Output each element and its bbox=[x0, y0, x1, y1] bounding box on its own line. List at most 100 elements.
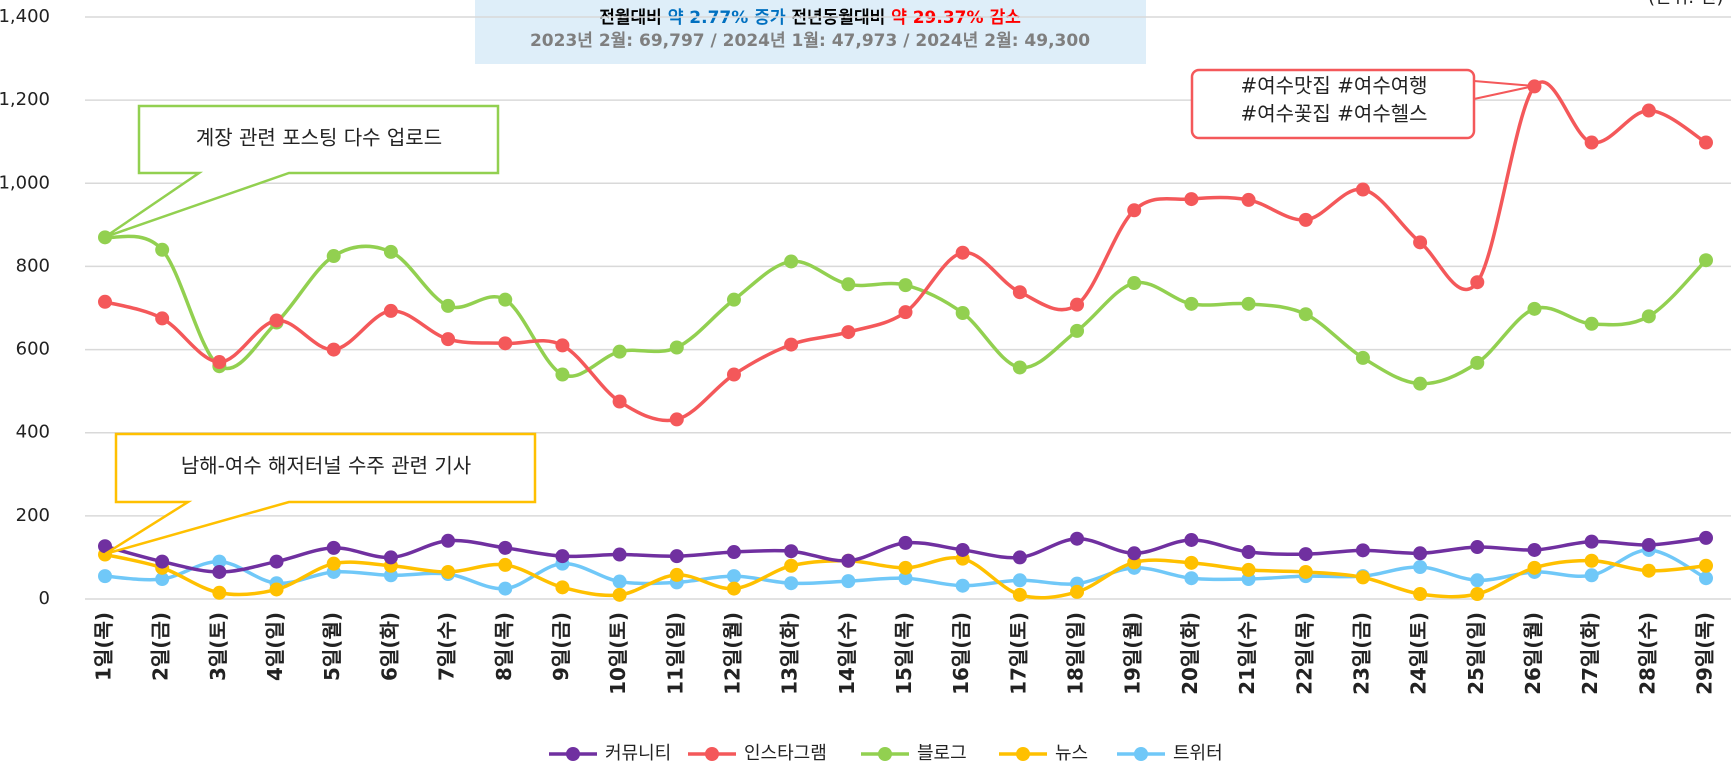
x-tick-label: 1일(목) bbox=[92, 612, 116, 681]
data-point bbox=[955, 578, 970, 593]
data-point bbox=[441, 298, 456, 313]
y-tick-label: 800 bbox=[16, 255, 50, 276]
data-point bbox=[784, 558, 799, 573]
data-point bbox=[898, 305, 913, 320]
data-point bbox=[1355, 570, 1370, 585]
header-line: 전월대비 약 2.77% 증가 전년동월대비 약 29.37% 감소 bbox=[599, 7, 1021, 28]
data-point bbox=[726, 581, 741, 596]
data-point bbox=[212, 554, 227, 569]
legend-swatch bbox=[878, 747, 892, 761]
y-tick-label: 0 bbox=[39, 588, 50, 609]
data-point bbox=[1012, 285, 1027, 300]
data-point bbox=[1298, 564, 1313, 579]
data-point bbox=[326, 540, 341, 555]
x-tick-label: 5일(월) bbox=[320, 612, 344, 681]
x-tick-label: 27일(화) bbox=[1578, 612, 1602, 695]
data-point bbox=[612, 587, 627, 602]
data-point bbox=[555, 549, 570, 564]
data-point bbox=[1470, 540, 1485, 555]
data-point bbox=[669, 549, 684, 564]
data-point bbox=[98, 539, 112, 554]
y-tick-label: 200 bbox=[16, 505, 50, 526]
legend-label: 트위터 bbox=[1173, 743, 1223, 764]
data-point bbox=[498, 336, 513, 351]
data-point bbox=[841, 553, 856, 568]
series-line bbox=[104, 234, 1708, 386]
data-point bbox=[1184, 555, 1199, 570]
data-point bbox=[1413, 235, 1428, 250]
x-tick-label: 15일(목) bbox=[892, 612, 916, 695]
x-tick-label: 22일(목) bbox=[1292, 612, 1316, 695]
data-point bbox=[1413, 587, 1428, 602]
data-point bbox=[1584, 534, 1599, 549]
data-point bbox=[726, 292, 741, 307]
data-point bbox=[383, 303, 398, 318]
data-point bbox=[669, 340, 684, 355]
data-point bbox=[955, 542, 970, 557]
data-point bbox=[1012, 550, 1027, 565]
data-point bbox=[441, 533, 456, 548]
data-point bbox=[1699, 253, 1713, 268]
data-point bbox=[1070, 323, 1085, 338]
data-point bbox=[726, 569, 741, 584]
data-point bbox=[841, 277, 856, 292]
data-point bbox=[1470, 275, 1485, 290]
data-point bbox=[1584, 568, 1599, 583]
data-point bbox=[555, 338, 570, 353]
data-point bbox=[1241, 545, 1256, 560]
data-point bbox=[1413, 376, 1428, 391]
x-tick-label: 8일(목) bbox=[492, 612, 516, 681]
data-point bbox=[669, 567, 684, 582]
y-tick-label: 400 bbox=[16, 422, 50, 443]
data-point bbox=[1527, 560, 1542, 575]
unit-note: (단위: 건) bbox=[1648, 0, 1724, 8]
x-tick-label: 19일(월) bbox=[1121, 612, 1145, 695]
data-point bbox=[1470, 587, 1485, 602]
y-tick-label: 1,200 bbox=[0, 89, 50, 110]
data-point bbox=[155, 554, 170, 569]
legend-label: 인스타그램 bbox=[744, 743, 827, 764]
data-point bbox=[1184, 296, 1199, 311]
data-point bbox=[383, 244, 398, 259]
data-point bbox=[612, 574, 627, 589]
x-tick-label: 10일(토) bbox=[606, 612, 630, 695]
data-point bbox=[1070, 584, 1085, 599]
data-point bbox=[669, 412, 684, 427]
data-point bbox=[898, 571, 913, 586]
data-point bbox=[498, 557, 513, 572]
data-point bbox=[1527, 542, 1542, 557]
x-tick-label: 9일(금) bbox=[549, 612, 573, 681]
data-point bbox=[841, 574, 856, 589]
data-point bbox=[1241, 192, 1256, 207]
annotation: #여수맛집 #여수여행 bbox=[1240, 74, 1427, 98]
x-tick-label: 16일(금) bbox=[949, 612, 973, 695]
annotation: 계장 관련 포스팅 다수 업로드 bbox=[196, 126, 442, 150]
y-tick-label: 1,000 bbox=[0, 172, 50, 193]
header-box bbox=[475, 0, 1146, 64]
data-point bbox=[326, 556, 341, 571]
data-point bbox=[1527, 301, 1542, 316]
data-point bbox=[155, 572, 170, 587]
data-point bbox=[1355, 350, 1370, 365]
data-point bbox=[1584, 316, 1599, 331]
data-point bbox=[383, 550, 398, 565]
data-point bbox=[498, 540, 513, 555]
data-point bbox=[784, 337, 799, 352]
data-point bbox=[212, 585, 227, 600]
data-point bbox=[1241, 296, 1256, 311]
data-point bbox=[1641, 309, 1656, 324]
data-point bbox=[326, 342, 341, 357]
data-point bbox=[1127, 203, 1142, 218]
data-point bbox=[1127, 546, 1142, 561]
data-point bbox=[441, 332, 456, 347]
data-point bbox=[212, 355, 227, 370]
callout bbox=[104, 432, 537, 556]
data-point bbox=[1413, 546, 1428, 561]
legend-label: 커뮤니티 bbox=[605, 743, 671, 764]
legend-swatch bbox=[1016, 747, 1030, 761]
x-tick-label: 26일(월) bbox=[1521, 612, 1545, 695]
data-point bbox=[898, 535, 913, 550]
data-point bbox=[1127, 276, 1142, 291]
x-tick-label: 29일(목) bbox=[1693, 612, 1717, 695]
x-tick-label: 2일(금) bbox=[149, 612, 173, 681]
